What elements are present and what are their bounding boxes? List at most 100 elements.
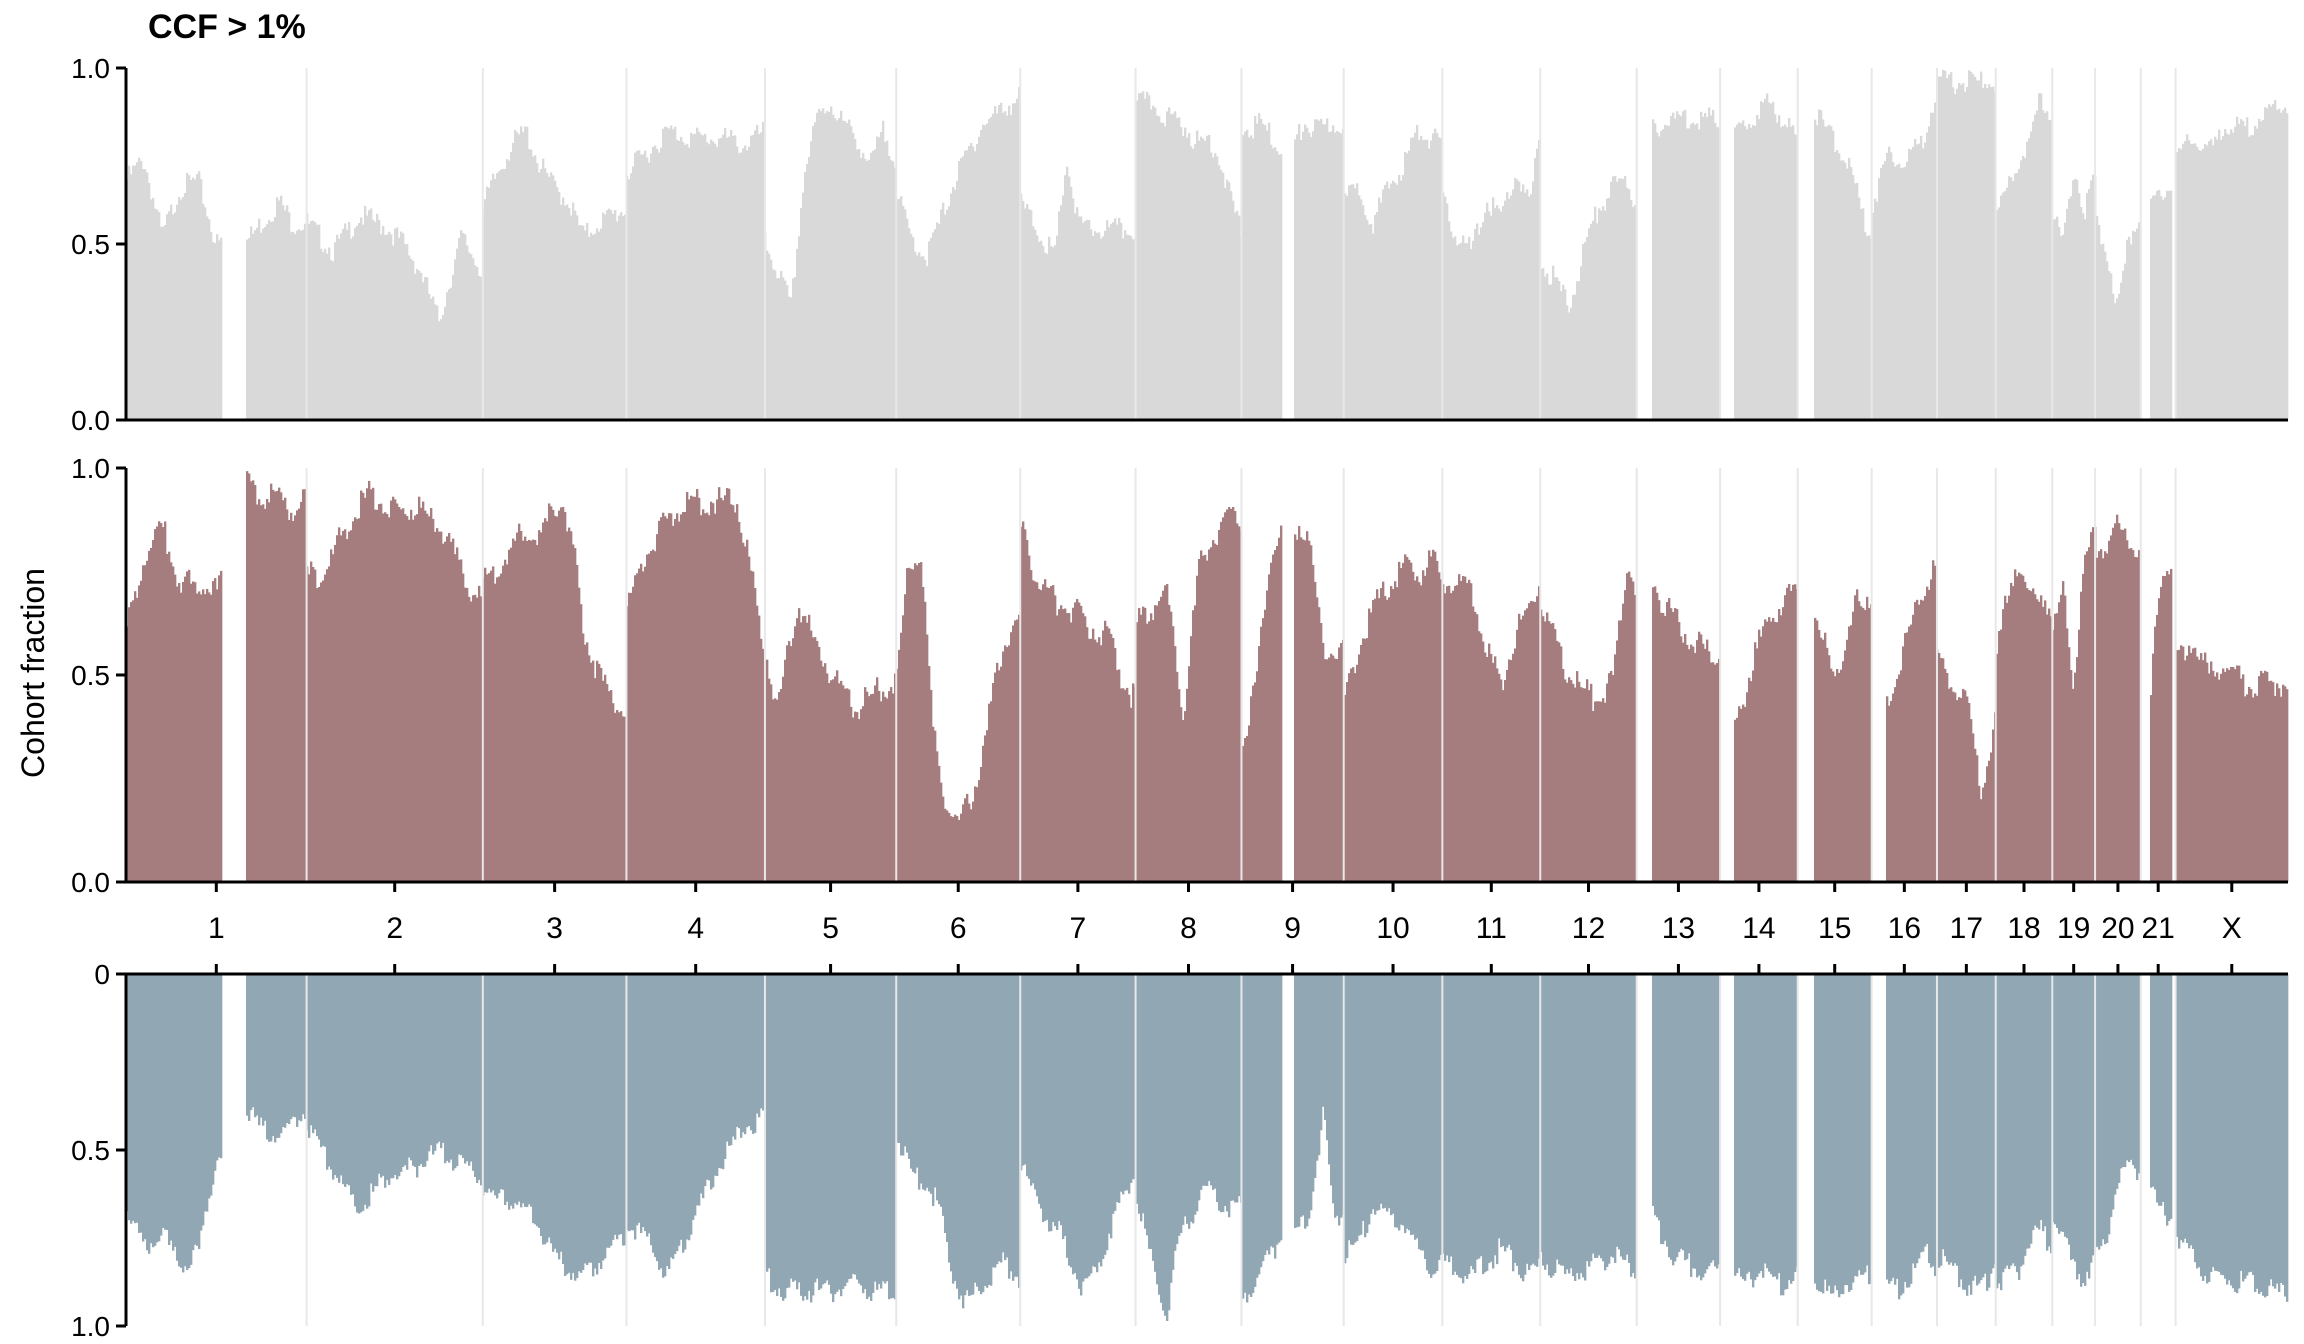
top-bar: [1850, 166, 1853, 420]
top-bar: [1900, 168, 1903, 420]
bottom-bar: [1892, 974, 1895, 1278]
top-bar: [636, 150, 639, 420]
middle-bar: [762, 648, 765, 882]
top-bar: [1972, 74, 1975, 421]
bottom-bar: [1192, 974, 1195, 1224]
middle-bar: [562, 506, 565, 882]
middle-bar: [2252, 697, 2255, 882]
middle-bar: [2228, 669, 2231, 882]
middle-bar: [400, 509, 403, 882]
middle-bar: [460, 559, 463, 882]
bottom-bar: [1652, 974, 1655, 1206]
bottom-bar: [406, 974, 409, 1170]
middle-bar: [1100, 645, 1103, 882]
bottom-bar: [2076, 974, 2079, 1280]
top-bar: [484, 199, 487, 420]
top-bar: [2226, 133, 2229, 420]
bottom-bar: [958, 974, 961, 1300]
bottom-bar: [698, 974, 701, 1206]
bottom-bar: [1574, 974, 1577, 1281]
bottom-bar: [650, 974, 653, 1246]
bottom-bar: [692, 974, 695, 1220]
top-bar: [1892, 162, 1895, 420]
middle-bar: [2154, 626, 2157, 882]
middle-bar: [136, 597, 139, 882]
bottom-bar: [2136, 974, 2139, 1181]
chromosome-label: 21: [2141, 912, 2174, 945]
top-bar: [2210, 139, 2213, 420]
top-bar: [738, 153, 741, 421]
bottom-bar: [2004, 974, 2007, 1269]
middle-bar: [674, 518, 677, 882]
middle-bar: [294, 515, 297, 882]
bottom-bar: [1332, 974, 1335, 1204]
middle-bar: [830, 680, 833, 882]
bottom-bar: [840, 974, 843, 1297]
top-bar: [1102, 236, 1105, 420]
middle-bar: [948, 812, 951, 882]
middle-bar: [866, 691, 869, 882]
middle-bar: [1520, 619, 1523, 882]
top-bar: [604, 214, 607, 420]
top-bar: [1448, 221, 1451, 420]
bottom-bar: [398, 974, 401, 1177]
top-bar: [290, 232, 293, 420]
top-bar: [732, 136, 735, 420]
middle-bar: [440, 531, 443, 882]
middle-bar: [1120, 688, 1123, 882]
middle-bar: [1630, 577, 1633, 882]
bottom-bar: [582, 974, 585, 1271]
middle-bar: [2256, 695, 2259, 882]
top-bar: [726, 137, 729, 420]
bottom-bar: [286, 974, 289, 1124]
top-bar: [950, 193, 953, 420]
bottom-bar: [508, 974, 511, 1210]
middle-bar: [398, 507, 401, 882]
top-bar: [478, 275, 481, 420]
middle-bar: [252, 480, 255, 882]
top-bar: [2090, 180, 2093, 420]
middle-bar: [1274, 550, 1277, 882]
bottom-bar: [390, 974, 393, 1179]
top-bar: [1758, 119, 1761, 420]
bottom-bar: [1410, 974, 1413, 1236]
bottom-bar: [808, 974, 811, 1291]
bottom-bar: [882, 974, 885, 1282]
middle-bar: [1172, 626, 1175, 882]
middle-bar: [1374, 598, 1377, 882]
middle-bar: [370, 489, 373, 882]
top-bar: [768, 253, 771, 420]
bottom-bar: [924, 974, 927, 1191]
top-bar: [892, 161, 895, 420]
top-bar: [1674, 118, 1677, 421]
bottom-bar: [330, 974, 333, 1170]
middle-bar: [1692, 646, 1695, 882]
top-bar: [982, 124, 985, 420]
bottom-bar: [1626, 974, 1629, 1255]
top-bar: [1826, 126, 1829, 420]
top-bar: [374, 222, 377, 420]
bottom-bar: [880, 974, 883, 1289]
middle-bar: [296, 510, 299, 882]
top-bar: [1878, 178, 1881, 420]
bottom-bar: [1380, 974, 1383, 1204]
top-bar: [1170, 114, 1173, 421]
top-bar: [1710, 115, 1713, 420]
top-bar: [564, 205, 567, 420]
top-bar: [1672, 112, 1675, 420]
bottom-bar: [170, 974, 173, 1241]
middle-bar: [1276, 545, 1279, 882]
middle-bar: [164, 521, 167, 882]
top-bar: [502, 168, 505, 420]
middle-bar: [1766, 621, 1769, 882]
top-bar: [1002, 112, 1005, 420]
top-bar: [770, 259, 773, 420]
middle-bar: [154, 529, 157, 882]
middle-bar: [754, 588, 757, 882]
top-bar: [1376, 211, 1379, 420]
top-bar: [1252, 138, 1255, 421]
top-bar: [954, 189, 957, 420]
bottom-bar: [754, 974, 757, 1133]
bottom-bar: [266, 974, 269, 1140]
top-bar: [936, 222, 939, 420]
